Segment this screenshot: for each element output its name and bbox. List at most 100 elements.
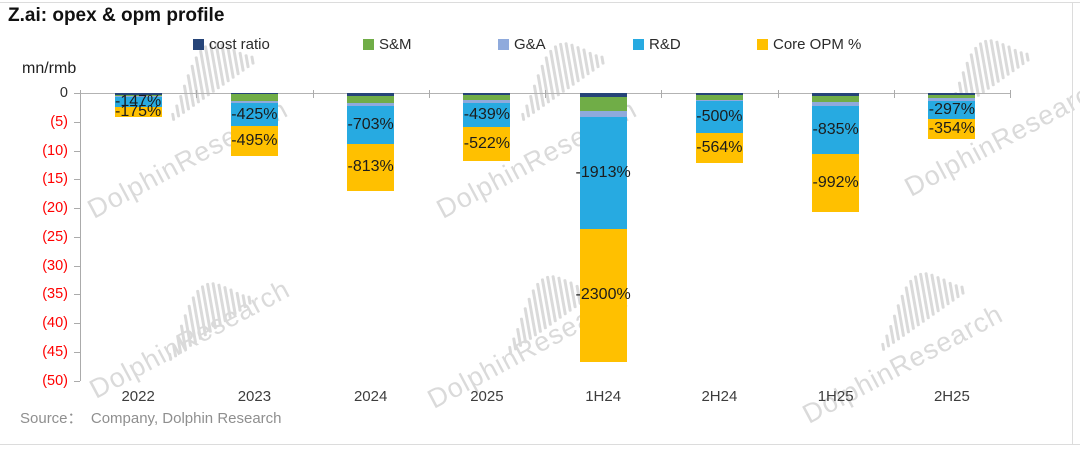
bar-2025: -439% -522% <box>463 93 511 161</box>
y-axis-tick <box>74 294 80 296</box>
legend-label: G&A <box>514 36 546 53</box>
bar-segment-core-opm- <box>812 153 860 212</box>
x-axis-category-label: 2H24 <box>701 388 738 405</box>
bar-segment-g-a <box>928 98 976 102</box>
x-axis-tick <box>545 90 546 98</box>
x-axis-tick <box>893 90 895 98</box>
x-axis-category-label: 2025 <box>470 388 504 405</box>
y-axis-tick <box>74 380 80 382</box>
dolphin-logo-watermark-icon <box>157 17 273 133</box>
bar-segment-core-opm- <box>579 229 627 362</box>
bar-data-label: -564% <box>696 138 743 156</box>
x-axis-tick <box>312 90 314 98</box>
legend-item-r-d: R&D <box>633 36 763 54</box>
bar-segment-r-d <box>579 116 627 230</box>
bar-segment-cost-ratio <box>463 93 511 96</box>
bar-segment-r-d <box>812 105 860 154</box>
dolphin-logo-watermark-icon <box>867 247 983 363</box>
bar-2H25: -297% -354% <box>928 93 976 139</box>
bar-data-label: -1913% <box>575 163 631 181</box>
bar-2022: -147% -175% <box>114 93 162 120</box>
x-axis-tick <box>80 90 81 98</box>
y-axis-tick-label: (50) <box>42 372 68 389</box>
bar-segment-g-a <box>114 96 162 97</box>
x-axis-tick <box>661 90 663 98</box>
bar-segment-cost-ratio <box>579 93 627 98</box>
x-axis-tick <box>428 90 430 98</box>
bar-segment-s-m <box>230 94 278 102</box>
x-axis-category-label: 2H25 <box>933 388 970 405</box>
bar-2023: -425% -495% <box>230 93 278 156</box>
bar-data-label: -439% <box>463 105 510 123</box>
bar-segment-cost-ratio <box>347 93 395 96</box>
bar-segment-cost-ratio <box>928 93 976 95</box>
bar-data-label: -175% <box>115 102 162 120</box>
bar-data-label: -500% <box>696 108 743 126</box>
y-axis-tick-label: 0 <box>59 85 68 101</box>
bar-2024: -703% -813% <box>347 93 395 191</box>
bar-segment-s-m <box>114 95 162 97</box>
y-axis-tick <box>74 121 80 123</box>
legend-item-core-opm-: Core OPM % <box>757 36 887 54</box>
bar-segment-r-d <box>230 103 278 127</box>
legend-item-cost-ratio: cost ratio <box>193 36 323 54</box>
bar-segment-r-d <box>463 102 511 127</box>
legend-label: cost ratio <box>209 36 270 53</box>
x-axis-category-label: 1H25 <box>817 388 854 405</box>
legend-swatch-icon <box>498 39 509 50</box>
bar-data-label: -495% <box>231 132 278 149</box>
y-axis-tick-label: (5) <box>50 113 68 130</box>
y-axis-tick-label: (25) <box>42 228 68 245</box>
bar-segment-g-a <box>579 111 627 117</box>
y-axis-unit-label: mn/rmb <box>22 60 77 77</box>
y-axis-tick <box>74 208 80 209</box>
y-axis-tick <box>74 351 80 353</box>
x-axis-tick <box>777 90 779 98</box>
y-axis-tick-label: (30) <box>42 257 68 274</box>
dolphin-logo-watermark-icon <box>494 250 610 366</box>
y-axis-tick-label: (10) <box>42 142 68 159</box>
bar-segment-cost-ratio <box>812 93 860 96</box>
bar-data-label: -147% <box>115 92 162 110</box>
bar-segment-g-a <box>230 101 278 104</box>
y-axis-tick <box>74 265 80 267</box>
y-axis-tick <box>74 323 80 324</box>
x-axis-category-label: 2023 <box>237 388 272 405</box>
bar-1H25: -835% -992% <box>812 93 860 212</box>
legend-item-s-m: S&M <box>363 36 493 54</box>
dolphin-logo-watermark-icon <box>507 17 623 133</box>
y-axis-tick-label: (40) <box>42 315 68 331</box>
bar-segment-cost-ratio <box>114 93 162 96</box>
bar-segment-s-m <box>347 95 395 103</box>
bar-data-label: -992% <box>812 173 859 191</box>
y-axis-tick-label: (35) <box>42 286 68 303</box>
bar-data-label: -703% <box>347 115 394 133</box>
frame-border-right <box>1072 2 1073 445</box>
frame-border-top <box>0 2 1080 3</box>
bar-segment-core-opm- <box>230 126 278 156</box>
chart-title: Z.ai: opex & opm profile <box>8 5 225 26</box>
legend-swatch-icon <box>363 39 374 50</box>
legend-swatch-icon <box>633 39 644 50</box>
bar-segment-core-opm- <box>463 126 511 161</box>
y-axis-tick-label: (20) <box>42 200 68 216</box>
bar-segment-r-d <box>114 97 162 107</box>
bar-segment-core-opm- <box>114 106 162 117</box>
legend-swatch-icon <box>757 39 768 50</box>
y-axis-line <box>80 93 81 381</box>
bar-segment-cost-ratio <box>230 93 278 95</box>
bar-segment-core-opm- <box>695 132 743 163</box>
bar-segment-g-a <box>812 101 860 106</box>
y-axis-tick <box>74 93 80 94</box>
x-axis-tick <box>196 90 198 98</box>
y-axis-tick <box>74 236 80 238</box>
bar-2H24: -500% -564% <box>695 93 743 163</box>
y-axis-tick-label: (15) <box>42 171 68 188</box>
bar-data-label: -2300% <box>575 286 631 304</box>
bar-segment-s-m <box>579 97 627 112</box>
bar-segment-s-m <box>928 95 976 99</box>
bar-segment-s-m <box>463 95 511 100</box>
bar-segment-g-a <box>347 102 395 106</box>
